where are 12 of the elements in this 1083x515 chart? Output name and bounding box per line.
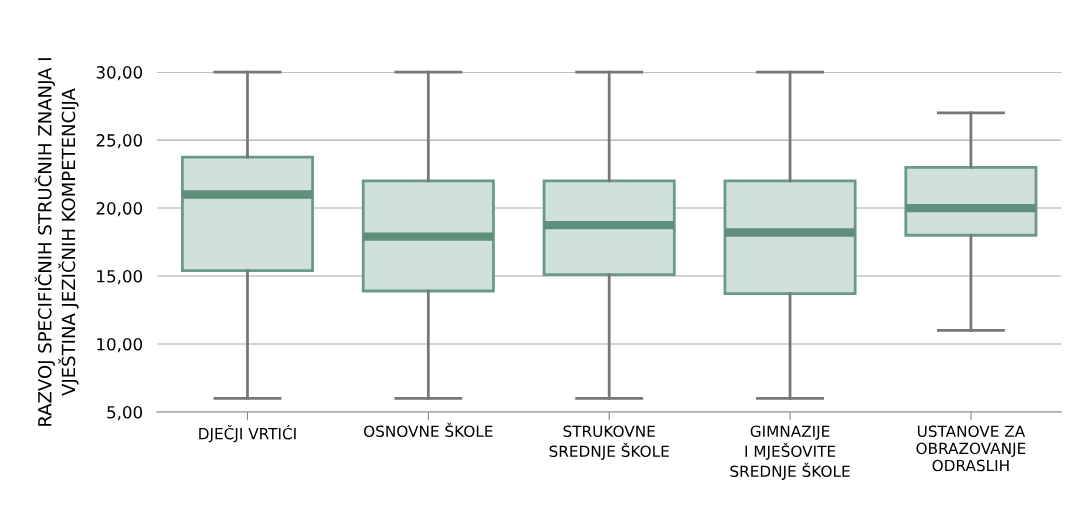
x-tick-label: STRUKOVNE SREDNJE ŠKOLE — [549, 425, 669, 460]
y-tick-label: 25,00 — [96, 134, 143, 149]
y-tick-label: 20,00 — [96, 202, 143, 217]
x-tick-label: OSNOVNE ŠKOLE — [364, 422, 493, 438]
y-tick-label: 5,00 — [107, 405, 143, 421]
y-tick-label: 15,00 — [97, 270, 143, 285]
y-tick-label: 10,00 — [97, 337, 143, 353]
x-tick-label: USTANOVE ZA OBRAZOVANJE ODRASLIH — [916, 425, 1026, 472]
y-tick-label: 30,00 — [96, 66, 143, 81]
x-tick-label: GIMNAZIJE I MJEŠOVITE SREDNJE ŠKOLE — [730, 425, 850, 480]
x-tick-label: DJEČJI VRTIĆI — [199, 425, 296, 443]
y-axis-title: RAZVOJ SPECIFIČNIH STRUČNIH ZNANJA I VJEŠTINA JEZIČNIH KOMPETENCIJA — [34, 58, 79, 426]
